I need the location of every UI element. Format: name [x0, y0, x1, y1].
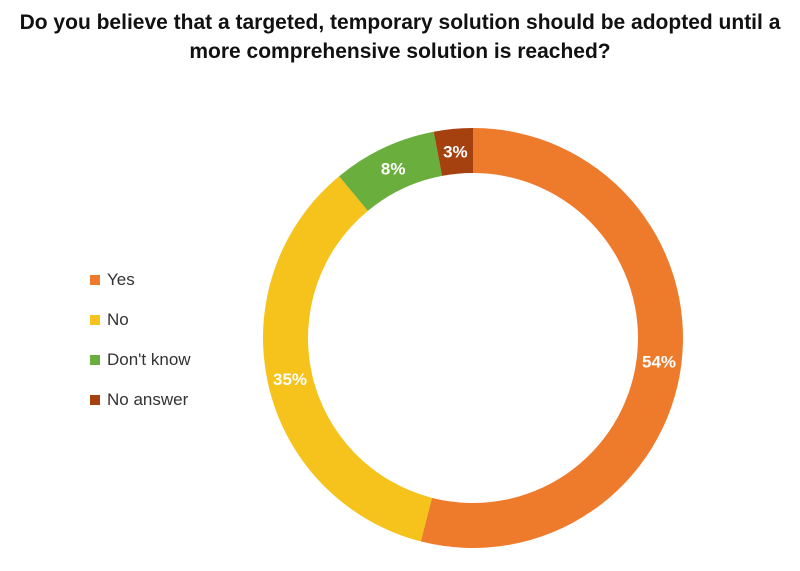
- legend-label: No: [107, 310, 129, 329]
- legend-swatch: [90, 355, 100, 365]
- slice-no: [262, 176, 432, 542]
- legend-swatch: [90, 315, 100, 325]
- legend-label: Don't know: [107, 350, 191, 369]
- data-label: 35%: [273, 370, 307, 389]
- legend-item: Yes: [90, 260, 191, 300]
- legend-item: No answer: [90, 380, 191, 420]
- legend: Yes No Don't know No answer: [90, 260, 191, 420]
- data-label: 8%: [381, 159, 406, 178]
- slice-don-t-know: [339, 131, 443, 211]
- legend-item: Don't know: [90, 340, 191, 380]
- legend-label: No answer: [107, 390, 189, 409]
- legend-swatch: [90, 275, 100, 285]
- legend-swatch: [90, 395, 100, 405]
- data-label: 54%: [642, 352, 676, 371]
- chart-title: Do you believe that a targeted, temporar…: [19, 11, 781, 63]
- legend-label: Yes: [107, 270, 135, 289]
- slice-yes: [420, 128, 683, 548]
- legend-item: No: [90, 300, 191, 340]
- slice-no-answer: [433, 128, 473, 176]
- data-label: 3%: [443, 142, 468, 161]
